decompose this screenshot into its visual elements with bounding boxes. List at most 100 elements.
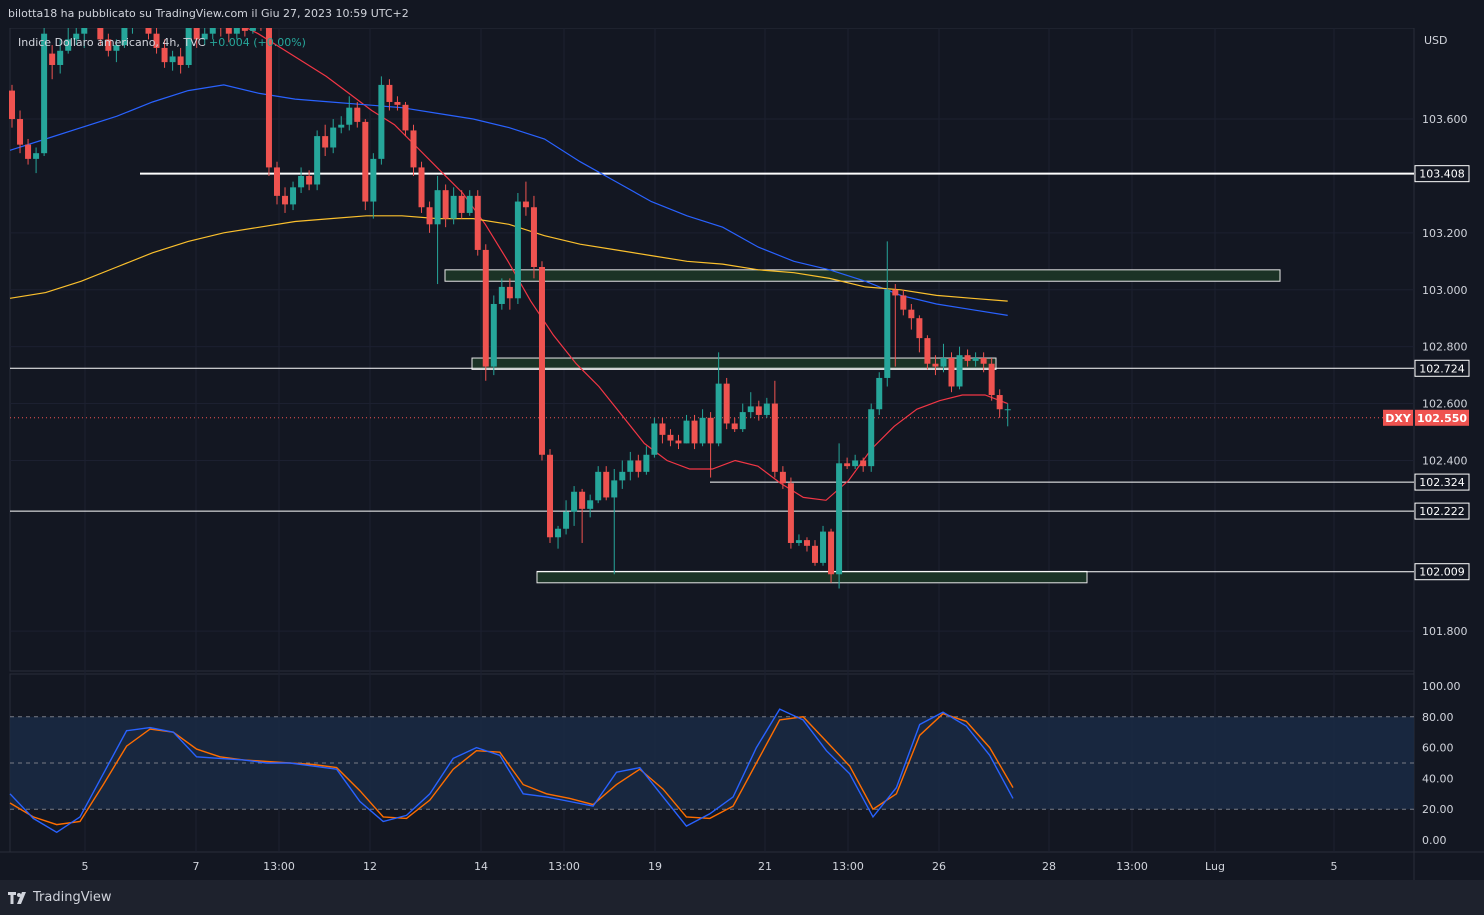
candle[interactable] bbox=[530, 195, 537, 279]
candle[interactable] bbox=[354, 101, 361, 128]
candle[interactable] bbox=[972, 352, 979, 367]
candle[interactable] bbox=[121, 28, 128, 48]
candle[interactable] bbox=[233, 28, 240, 40]
candle[interactable] bbox=[715, 352, 722, 447]
candle[interactable] bbox=[988, 358, 995, 401]
candle[interactable] bbox=[795, 534, 802, 546]
candle[interactable] bbox=[828, 528, 835, 583]
candle[interactable] bbox=[627, 451, 634, 481]
price-chart[interactable]: 103.600 103.200 103.000 102.800 102.600 102.4… bbox=[0, 28, 1484, 880]
candle[interactable] bbox=[193, 28, 200, 48]
candle[interactable] bbox=[538, 261, 545, 461]
candle[interactable] bbox=[290, 181, 297, 211]
candle[interactable] bbox=[65, 28, 72, 54]
candle[interactable] bbox=[129, 28, 135, 34]
candle[interactable] bbox=[185, 28, 192, 68]
candle[interactable] bbox=[948, 352, 955, 393]
candle[interactable] bbox=[362, 119, 369, 211]
candle[interactable] bbox=[667, 429, 674, 447]
candle[interactable] bbox=[731, 417, 738, 433]
candle[interactable] bbox=[105, 33, 112, 57]
candle[interactable] bbox=[81, 28, 88, 48]
candle[interactable] bbox=[587, 494, 594, 518]
candle[interactable] bbox=[434, 175, 441, 285]
candle[interactable] bbox=[932, 355, 939, 376]
candle[interactable] bbox=[218, 28, 224, 37]
candle[interactable] bbox=[836, 443, 843, 589]
candle[interactable] bbox=[699, 409, 706, 447]
candle[interactable] bbox=[273, 161, 280, 205]
candle[interactable] bbox=[25, 138, 32, 165]
candle[interactable] bbox=[17, 110, 24, 154]
candle[interactable] bbox=[844, 457, 851, 469]
candle[interactable] bbox=[482, 244, 489, 381]
candle[interactable] bbox=[1004, 403, 1011, 427]
candle[interactable] bbox=[410, 124, 417, 176]
candle[interactable] bbox=[707, 412, 714, 478]
candle[interactable] bbox=[97, 28, 104, 46]
candle[interactable] bbox=[964, 349, 971, 367]
candle[interactable] bbox=[892, 284, 899, 367]
candle[interactable] bbox=[418, 161, 425, 213]
candle[interactable] bbox=[386, 79, 393, 111]
candle[interactable] bbox=[651, 417, 658, 458]
candle[interactable] bbox=[908, 303, 915, 330]
candle[interactable] bbox=[298, 167, 305, 194]
candle[interactable] bbox=[330, 119, 337, 154]
candle[interactable] bbox=[787, 477, 794, 549]
candle[interactable] bbox=[876, 372, 883, 415]
candle[interactable] bbox=[49, 45, 56, 80]
candle[interactable] bbox=[225, 28, 232, 43]
candle[interactable] bbox=[450, 187, 457, 225]
candle[interactable] bbox=[113, 39, 120, 63]
candle[interactable] bbox=[547, 449, 554, 543]
candle[interactable] bbox=[635, 454, 642, 478]
candle[interactable] bbox=[426, 201, 433, 233]
candle[interactable] bbox=[153, 28, 160, 54]
candle[interactable] bbox=[860, 457, 867, 472]
candle[interactable] bbox=[9, 84, 15, 128]
candle[interactable] bbox=[771, 380, 778, 478]
candle[interactable] bbox=[884, 241, 891, 387]
candle[interactable] bbox=[394, 96, 401, 111]
candle[interactable] bbox=[161, 39, 168, 68]
candle[interactable] bbox=[522, 181, 529, 216]
candle[interactable] bbox=[498, 278, 505, 310]
candle[interactable] bbox=[868, 403, 875, 472]
candle[interactable] bbox=[611, 468, 618, 575]
candle[interactable] bbox=[370, 153, 377, 219]
candle[interactable] bbox=[755, 400, 762, 421]
candle[interactable] bbox=[803, 537, 810, 552]
candle[interactable] bbox=[514, 193, 521, 304]
support-resistance-zone[interactable] bbox=[536, 570, 1088, 584]
candle[interactable] bbox=[177, 47, 184, 74]
candle[interactable] bbox=[338, 116, 345, 134]
candle[interactable] bbox=[346, 96, 353, 131]
candle[interactable] bbox=[619, 460, 626, 489]
candle[interactable] bbox=[314, 130, 321, 191]
candle[interactable] bbox=[675, 434, 682, 450]
candle[interactable] bbox=[924, 335, 931, 370]
candle[interactable] bbox=[980, 352, 987, 373]
candle[interactable] bbox=[458, 190, 465, 219]
candle[interactable] bbox=[603, 466, 610, 501]
candle[interactable] bbox=[852, 454, 859, 469]
support-resistance-zone[interactable] bbox=[444, 269, 1281, 282]
candle[interactable] bbox=[282, 187, 289, 213]
candle[interactable] bbox=[209, 28, 216, 40]
candle[interactable] bbox=[506, 278, 513, 310]
candle[interactable] bbox=[73, 28, 80, 46]
candle[interactable] bbox=[812, 540, 818, 566]
candle[interactable] bbox=[747, 392, 754, 418]
candle[interactable] bbox=[723, 377, 730, 430]
candle[interactable] bbox=[33, 147, 40, 174]
candle[interactable] bbox=[900, 289, 907, 316]
candle[interactable] bbox=[563, 500, 570, 535]
support-resistance-zone[interactable] bbox=[471, 357, 997, 370]
candle[interactable] bbox=[555, 525, 562, 549]
candle[interactable] bbox=[643, 446, 650, 475]
candle[interactable] bbox=[466, 190, 473, 216]
candle[interactable] bbox=[956, 346, 963, 390]
candle[interactable] bbox=[996, 389, 1003, 418]
candle[interactable] bbox=[820, 525, 827, 566]
